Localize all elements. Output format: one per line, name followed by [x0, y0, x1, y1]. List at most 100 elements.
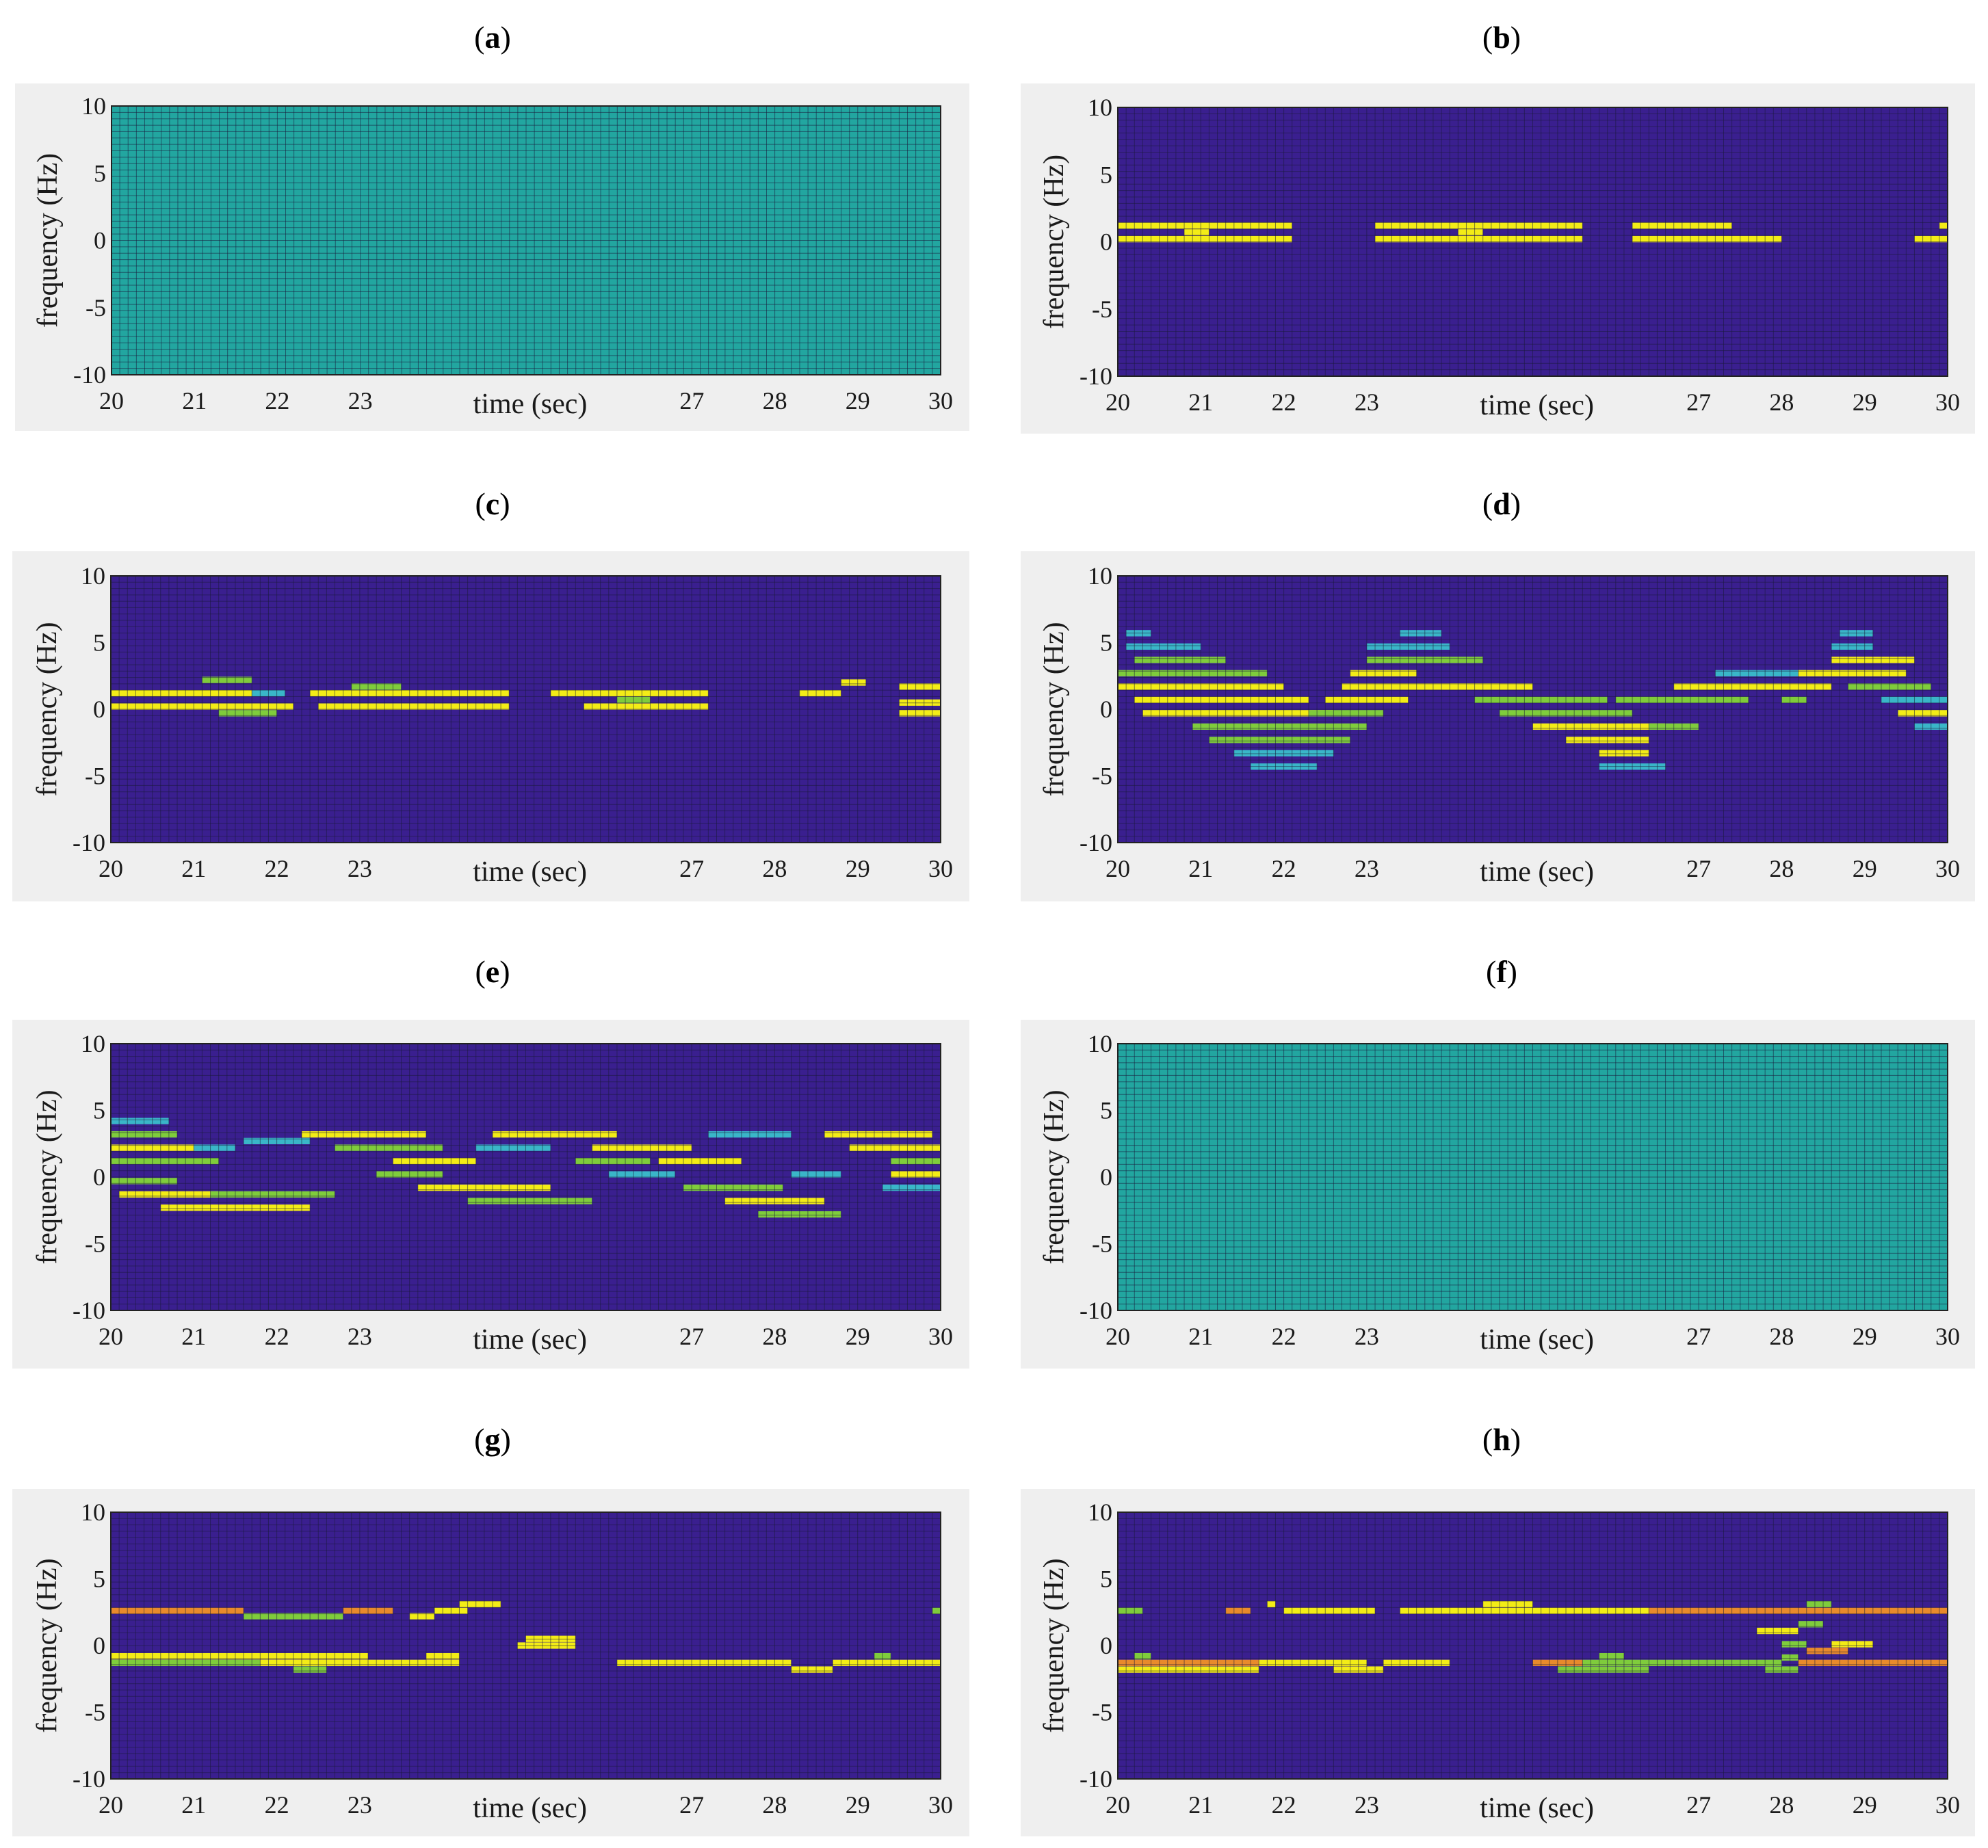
heatmap-band — [301, 1131, 426, 1138]
plot-border — [110, 575, 941, 843]
heatmap-band — [1939, 222, 1948, 229]
x-tick-label: 29 — [846, 387, 870, 414]
y-axis-label: frequency (Hz) — [1038, 622, 1070, 796]
heatmap-band — [475, 1144, 551, 1151]
x-tick-label: 20 — [1106, 855, 1130, 882]
y-axis-label: frequency (Hz) — [31, 622, 63, 796]
x-axis-label: time (sec) — [1480, 1324, 1594, 1356]
heatmap-band — [1806, 1648, 1848, 1654]
plot-border — [1117, 575, 1948, 843]
y-axis-label: frequency (Hz) — [31, 1558, 63, 1732]
heatmap-band — [550, 689, 709, 697]
y-tick-label: 5 — [93, 1097, 105, 1124]
y-tick-label: 0 — [1100, 1163, 1112, 1191]
x-tick-label: 23 — [348, 387, 373, 414]
x-tick-label: 29 — [1853, 1323, 1877, 1350]
heatmap-band — [492, 1131, 617, 1138]
x-tick-label: 21 — [1188, 1323, 1213, 1350]
x-tick-label: 20 — [99, 855, 123, 882]
heatmap-band — [1781, 696, 1807, 703]
panel-label: (e) — [475, 954, 510, 989]
heatmap-band — [1375, 235, 1583, 243]
y-axis-label: frequency (Hz) — [31, 1090, 63, 1264]
x-tick-label: 21 — [182, 387, 207, 414]
heatmap-band — [1375, 222, 1583, 229]
x-tick-label: 23 — [348, 1791, 372, 1819]
y-tick-label: 0 — [1100, 228, 1112, 256]
y-tick-label: -10 — [1080, 829, 1112, 856]
x-tick-label: 21 — [181, 855, 206, 882]
heatmap-band — [899, 710, 941, 717]
y-tick-label: -10 — [1080, 362, 1112, 390]
panel-label: (f) — [1486, 954, 1517, 989]
y-tick-label: -5 — [85, 763, 105, 790]
heatmap-band — [409, 1613, 435, 1620]
x-tick-label: 22 — [1272, 1323, 1296, 1350]
x-tick-label: 29 — [1853, 855, 1877, 882]
y-tick-label: -5 — [86, 294, 106, 321]
panel-label: (g) — [474, 1422, 511, 1457]
heatmap-band — [384, 1659, 460, 1666]
y-tick-label: -5 — [85, 1230, 105, 1258]
heatmap-band — [218, 710, 277, 717]
y-tick-label: 10 — [81, 1030, 105, 1057]
heatmap-band — [111, 1118, 169, 1124]
heatmap-band — [1259, 1659, 1367, 1666]
heatmap-band — [824, 1131, 932, 1138]
heatmap-band — [799, 689, 841, 697]
x-tick-label: 27 — [679, 1791, 704, 1819]
heatmap-band — [575, 1157, 651, 1165]
x-tick-label: 20 — [1106, 1791, 1130, 1819]
x-tick-label: 28 — [1769, 1323, 1794, 1350]
x-axis-label: time (sec) — [473, 1324, 587, 1356]
heatmap-band — [210, 1191, 335, 1198]
x-tick-label: 28 — [1769, 1791, 1794, 1819]
y-tick-label: -5 — [85, 1699, 105, 1726]
heatmap-band — [1192, 723, 1367, 730]
panel-label: (c) — [475, 486, 510, 521]
x-axis-label: time (sec) — [1480, 390, 1594, 421]
panel-label: (d) — [1482, 486, 1521, 521]
y-tick-label: -10 — [73, 1297, 105, 1324]
x-tick-label: 21 — [1188, 1791, 1213, 1819]
heatmap-band — [841, 679, 866, 686]
x-tick-label: 30 — [928, 387, 953, 414]
x-tick-label: 23 — [348, 1323, 372, 1350]
heatmap-band — [1798, 670, 1907, 676]
cell-grid — [1118, 107, 1948, 376]
x-tick-label: 21 — [181, 1791, 206, 1819]
x-axis-label: time (sec) — [473, 1793, 587, 1824]
y-tick-label: 10 — [81, 1499, 105, 1526]
x-tick-label: 28 — [762, 1323, 787, 1350]
heatmap-band — [1798, 1621, 1824, 1628]
x-tick-label: 20 — [99, 1323, 123, 1350]
x-tick-label: 21 — [1188, 388, 1213, 416]
panel-label: (a) — [474, 20, 511, 55]
y-axis-label: frequency (Hz) — [32, 153, 64, 328]
y-tick-label: -10 — [1080, 1765, 1112, 1793]
y-tick-label: -10 — [73, 1765, 105, 1793]
y-tick-label: 5 — [1100, 1097, 1112, 1124]
x-tick-label: 22 — [1272, 1791, 1296, 1819]
y-tick-label: 10 — [81, 92, 106, 120]
plot-border — [1117, 1043, 1948, 1311]
heatmap-band — [1225, 1607, 1251, 1614]
heatmap-band — [1757, 1627, 1799, 1635]
x-tick-label: 27 — [679, 1323, 704, 1350]
y-tick-label: 10 — [1088, 94, 1112, 121]
y-tick-label: 0 — [94, 227, 106, 254]
heatmap-band — [932, 1607, 941, 1614]
x-tick-label: 21 — [1188, 855, 1213, 882]
heatmap-band — [1831, 643, 1873, 650]
x-tick-label: 29 — [1853, 388, 1877, 416]
y-tick-label: 0 — [93, 1163, 105, 1191]
heatmap-band — [1599, 1652, 1624, 1660]
heatmap-band — [584, 703, 709, 710]
heatmap-band — [1283, 1607, 1376, 1614]
